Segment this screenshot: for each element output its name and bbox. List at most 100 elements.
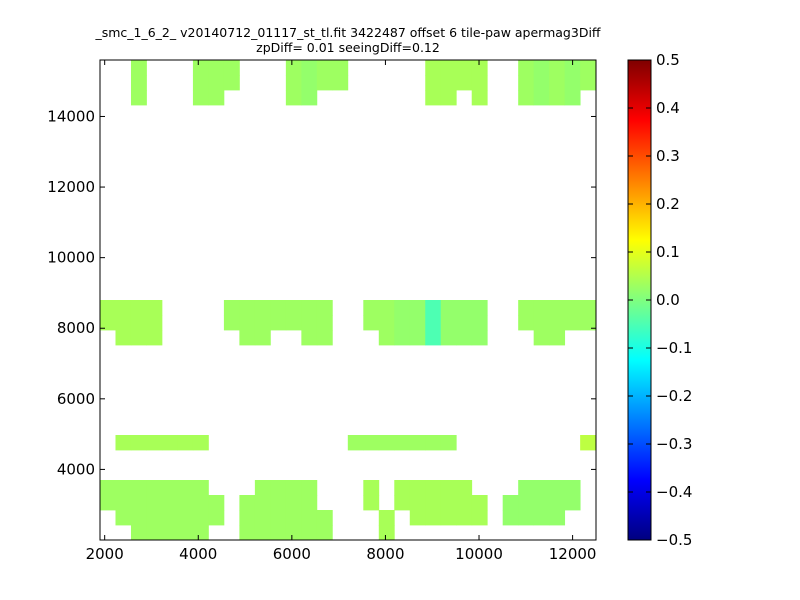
- heatmap-cell: [301, 75, 318, 91]
- heatmap-cell: [564, 480, 581, 496]
- heatmap-cell: [130, 330, 147, 346]
- heatmap-cell: [533, 90, 550, 106]
- heatmap-cell: [549, 60, 566, 76]
- heatmap-cell: [285, 300, 302, 316]
- heatmap-cell: [146, 480, 163, 496]
- heatmap-cell: [130, 480, 147, 496]
- heatmap-cell: [270, 300, 287, 316]
- heatmap-cell: [533, 495, 550, 511]
- heatmap-cell: [580, 315, 597, 331]
- x-tick-label: 6000: [273, 545, 311, 563]
- heatmap-cell: [100, 300, 116, 316]
- heatmap-cell: [146, 510, 163, 526]
- colorbar-tick-label: 0.5: [656, 51, 680, 69]
- heatmap-cell: [564, 495, 581, 511]
- heatmap-cell: [425, 300, 442, 316]
- heatmap-cell: [239, 330, 256, 346]
- heatmap-cell: [425, 480, 442, 496]
- heatmap-cell: [192, 75, 209, 91]
- colorbar-tick-label: −0.5: [656, 531, 692, 549]
- heatmap-cell: [440, 300, 457, 316]
- heatmap-cell: [115, 300, 132, 316]
- heatmap-cell: [130, 300, 147, 316]
- heatmap-cell: [115, 510, 132, 526]
- heatmap-cell: [378, 510, 395, 526]
- heatmap-cell: [332, 75, 349, 91]
- heatmap-cell: [192, 90, 209, 106]
- heatmap-cell: [130, 315, 147, 331]
- colorbar-tick-label: 0.2: [656, 195, 680, 213]
- heatmap-cell: [301, 330, 318, 346]
- heatmap-cell: [518, 315, 535, 331]
- heatmap-cell: [440, 510, 457, 526]
- heatmap-cell: [378, 300, 395, 316]
- chart-title: _smc_1_6_2_ v20140712_01117_st_tl.fit 34…: [94, 25, 600, 40]
- heatmap-cell: [208, 90, 225, 106]
- heatmap-cell: [223, 75, 240, 91]
- colorbar-ticks: 0.5 0.4 0.3 0.2 0.1 0.0 −0.1 −0.2 −0.3 −0.4 −0.5: [628, 51, 692, 549]
- heatmap-cell: [254, 495, 271, 511]
- x-tick-label: 4000: [179, 545, 217, 563]
- x-tick-label: 2000: [86, 545, 124, 563]
- heatmap-cell: [301, 315, 318, 331]
- colorbar-tick-label: −0.4: [656, 483, 692, 501]
- heatmap-cell: [456, 510, 473, 526]
- heatmap-cell: [425, 435, 442, 451]
- heatmap-cell: [518, 480, 535, 496]
- heatmap-cell: [440, 60, 457, 76]
- heatmap-cell: [208, 75, 225, 91]
- plot-frame: [99, 59, 597, 541]
- heatmap-cell: [425, 90, 442, 106]
- heatmap-cell: [580, 435, 597, 451]
- heatmap-cell: [440, 75, 457, 91]
- heatmap-cell: [409, 330, 426, 346]
- heatmap-cell: [409, 480, 426, 496]
- heatmap-cell: [223, 315, 240, 331]
- heatmap-cell: [270, 510, 287, 526]
- heatmap-cell: [456, 495, 473, 511]
- heatmap-cell: [301, 495, 318, 511]
- heatmap-cell: [409, 510, 426, 526]
- heatmap-cell: [177, 495, 194, 511]
- heatmap-cell: [270, 480, 287, 496]
- heatmap-cell: [316, 60, 333, 76]
- heatmap-cell: [301, 300, 318, 316]
- heatmap-cell: [239, 315, 256, 331]
- heatmap-cell: [456, 75, 473, 91]
- heatmap-cell: [270, 495, 287, 511]
- heatmap-cell: [285, 75, 302, 91]
- y-tick-label: 6000: [57, 390, 95, 408]
- heatmap-cell: [100, 315, 116, 331]
- heatmap-cell: [363, 480, 380, 496]
- heatmap-cell: [316, 330, 333, 346]
- heatmap-cell: [580, 300, 597, 316]
- heatmap-cell: [115, 315, 132, 331]
- heatmap-cell: [580, 75, 597, 91]
- heatmap-cell: [285, 315, 302, 331]
- heatmap-cell: [518, 495, 535, 511]
- heatmap-cell: [285, 90, 302, 106]
- heatmap-cell: [301, 525, 318, 541]
- heatmap-cell: [518, 60, 535, 76]
- heatmap-cell: [378, 315, 395, 331]
- heatmap-cell: [332, 60, 349, 76]
- y-tick-label: 8000: [57, 319, 95, 337]
- heatmap-cell: [533, 510, 550, 526]
- heatmap-cell: [456, 300, 473, 316]
- heatmap-cell: [363, 300, 380, 316]
- heatmap-cell: [564, 60, 581, 76]
- heatmap-cell: [146, 435, 163, 451]
- heatmap-cell: [409, 300, 426, 316]
- heatmap-cell: [378, 435, 395, 451]
- heatmap-cell: [115, 435, 132, 451]
- heatmap-cell: [146, 495, 163, 511]
- heatmap-cell: [549, 75, 566, 91]
- heatmap-cell: [549, 300, 566, 316]
- heatmap-cell: [471, 90, 488, 106]
- heatmap-cell: [363, 495, 380, 511]
- heatmap-cell: [192, 480, 209, 496]
- heatmap-cell: [223, 300, 240, 316]
- y-tick-label: 14000: [47, 107, 95, 125]
- heatmap-cell: [301, 60, 318, 76]
